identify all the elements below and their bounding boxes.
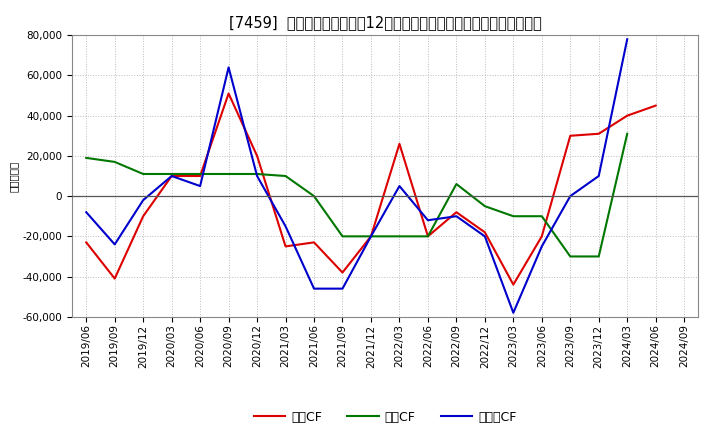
営業CF — [253, 153, 261, 158]
フリーCF — [366, 234, 375, 239]
Legend: 営業CF, 投賄CF, フリーCF: 営業CF, 投賄CF, フリーCF — [249, 406, 521, 429]
営業CF — [225, 91, 233, 96]
フリーCF — [623, 37, 631, 42]
Line: フリーCF: フリーCF — [86, 39, 627, 313]
投賄CF — [225, 171, 233, 176]
投賄CF — [423, 234, 432, 239]
投賄CF — [366, 234, 375, 239]
フリーCF — [110, 242, 119, 247]
投賄CF — [509, 213, 518, 219]
投賄CF — [480, 204, 489, 209]
投賄CF — [623, 131, 631, 136]
フリーCF — [282, 224, 290, 229]
営業CF — [652, 103, 660, 108]
フリーCF — [537, 244, 546, 249]
営業CF — [566, 133, 575, 139]
投賄CF — [253, 171, 261, 176]
営業CF — [623, 113, 631, 118]
フリーCF — [480, 234, 489, 239]
営業CF — [395, 141, 404, 147]
フリーCF — [338, 286, 347, 291]
フリーCF — [566, 194, 575, 199]
営業CF — [595, 131, 603, 136]
営業CF — [423, 234, 432, 239]
営業CF — [139, 213, 148, 219]
営業CF — [310, 240, 318, 245]
営業CF — [480, 230, 489, 235]
フリーCF — [167, 173, 176, 179]
投賄CF — [395, 234, 404, 239]
投賄CF — [167, 171, 176, 176]
投賄CF — [566, 254, 575, 259]
Y-axis label: （百万円）: （百万円） — [9, 160, 19, 192]
営業CF — [196, 173, 204, 179]
Line: 営業CF: 営業CF — [86, 94, 656, 285]
投賄CF — [537, 213, 546, 219]
営業CF — [110, 276, 119, 281]
フリーCF — [509, 310, 518, 315]
営業CF — [282, 244, 290, 249]
フリーCF — [310, 286, 318, 291]
営業CF — [338, 270, 347, 275]
フリーCF — [423, 218, 432, 223]
投賄CF — [338, 234, 347, 239]
フリーCF — [253, 173, 261, 179]
フリーCF — [395, 183, 404, 189]
フリーCF — [196, 183, 204, 189]
投賄CF — [196, 171, 204, 176]
投賄CF — [282, 173, 290, 179]
投賄CF — [310, 194, 318, 199]
投賄CF — [595, 254, 603, 259]
投賄CF — [139, 171, 148, 176]
投賄CF — [82, 155, 91, 161]
営業CF — [366, 234, 375, 239]
Line: 投賄CF: 投賄CF — [86, 134, 627, 257]
フリーCF — [452, 213, 461, 219]
Title: [7459]  キャッシュフローの12か月移動合計の対前年同期増減額の推移: [7459] キャッシュフローの12か月移動合計の対前年同期増減額の推移 — [229, 15, 541, 30]
営業CF — [509, 282, 518, 287]
フリーCF — [595, 173, 603, 179]
営業CF — [167, 173, 176, 179]
投賄CF — [110, 159, 119, 165]
フリーCF — [225, 65, 233, 70]
営業CF — [82, 240, 91, 245]
営業CF — [537, 234, 546, 239]
投賄CF — [452, 181, 461, 187]
フリーCF — [82, 209, 91, 215]
営業CF — [452, 209, 461, 215]
フリーCF — [139, 198, 148, 203]
